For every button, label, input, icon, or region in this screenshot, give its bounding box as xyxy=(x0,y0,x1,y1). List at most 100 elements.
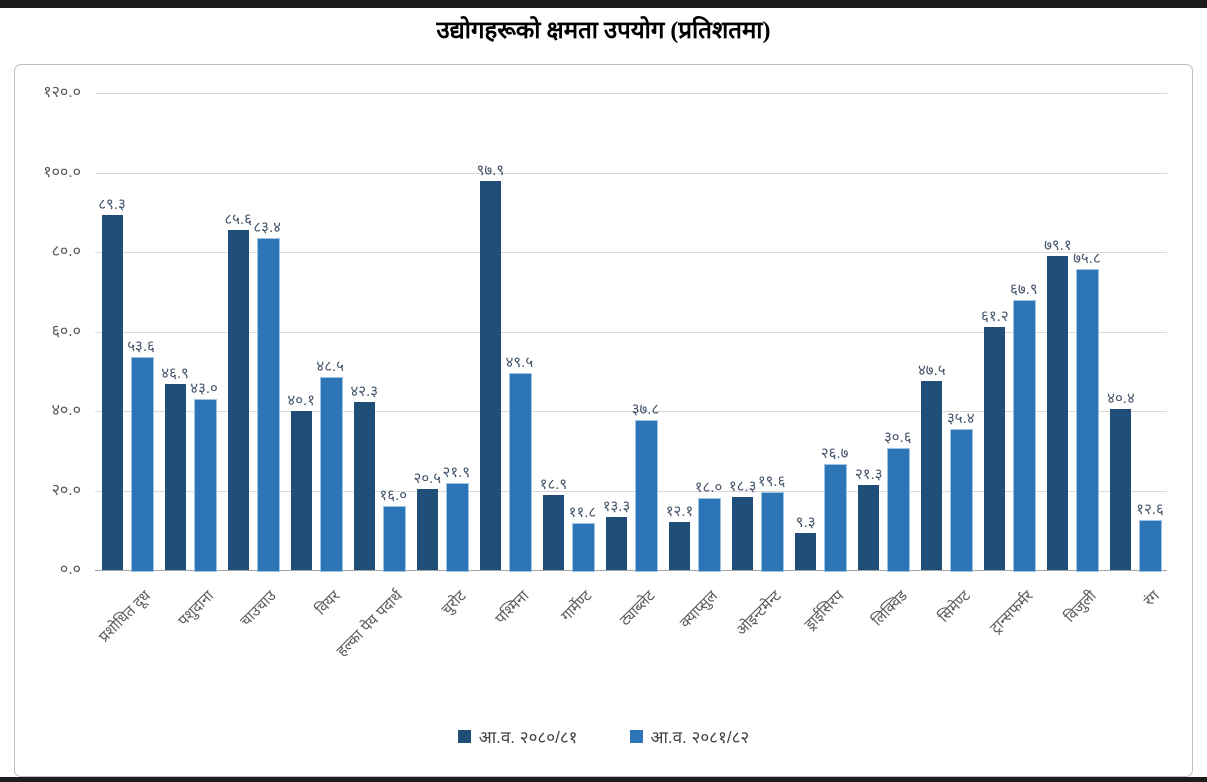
bar-value-label: ६७.९ xyxy=(1010,281,1038,299)
bar-value-label: ९.३ xyxy=(795,514,816,532)
top-bar xyxy=(0,0,1207,8)
bar-fy-2080-81 xyxy=(353,401,375,570)
bar-value-label: १८.३ xyxy=(728,478,757,496)
gridline xyxy=(95,331,1167,333)
gridline xyxy=(95,252,1167,253)
bar-value-label: ४२.३ xyxy=(350,382,379,400)
category-label: क्याप्सुल xyxy=(677,587,722,632)
bar-value-label: ४८.५ xyxy=(316,358,344,376)
bar-fy-2081-82 xyxy=(1013,300,1037,572)
bar-value-label: १९.६ xyxy=(757,473,786,491)
bar-value-label: ४३.० xyxy=(190,380,218,398)
bar-fy-2080-81 xyxy=(795,533,817,570)
bar-value-label: ४०.४ xyxy=(1107,390,1135,408)
bar-fy-2080-81 xyxy=(984,326,1006,570)
category-label: ड्राईसिरप xyxy=(801,587,848,634)
category-label: विजुली xyxy=(1061,587,1100,626)
y-axis-tick-label: १००.० xyxy=(43,163,81,181)
bar-value-label: १२.१ xyxy=(665,502,694,520)
bar-value-label: २१.९ xyxy=(442,463,471,481)
gridline xyxy=(95,490,1167,492)
bar-fy-2081-82 xyxy=(508,373,532,572)
bar-fy-2081-82 xyxy=(193,399,217,572)
bar-fy-2081-82 xyxy=(635,419,658,572)
bar-fy-2081-82 xyxy=(824,463,848,572)
y-axis-tick-label: ०.० xyxy=(59,561,81,578)
bar-fy-2081-82 xyxy=(319,377,343,572)
bar-value-label: ११.८ xyxy=(568,504,597,522)
bar-value-label: २६.७ xyxy=(820,444,849,462)
category-label: पशुदाना xyxy=(174,587,218,630)
category-label: प्रशोधित दूध xyxy=(95,587,154,646)
bottom-bar xyxy=(0,777,1207,782)
bar-value-label: ३०.६ xyxy=(883,429,912,447)
gridline xyxy=(95,93,1167,94)
y-axis-tick-label: ६०.० xyxy=(51,322,81,340)
bar-fy-2081-82 xyxy=(1076,268,1100,572)
bar-fy-2080-81 xyxy=(1047,255,1069,570)
bar-fy-2081-82 xyxy=(571,523,595,572)
bar-fy-2080-81 xyxy=(858,485,880,570)
legend-label: आ.व. २०८०/८१ xyxy=(478,728,578,747)
category-label: पश्मिना xyxy=(492,587,533,628)
bar-fy-2080-81 xyxy=(164,383,186,570)
y-axis-tick-label: ८०.० xyxy=(51,243,81,260)
bar-value-label: ४९.५ xyxy=(505,354,534,372)
bar-fy-2081-82 xyxy=(445,482,469,572)
bar-value-label: २०.५ xyxy=(413,469,442,487)
bar-fy-2081-82 xyxy=(1139,519,1163,572)
legend-label: आ.व. २०८१/८२ xyxy=(650,728,750,747)
bar-fy-2081-82 xyxy=(130,356,154,572)
bar-value-label: ८५.६ xyxy=(224,210,252,228)
category-label: ओइन्टमेन्ट xyxy=(732,587,785,640)
bar-value-label: ६१.२ xyxy=(981,307,1009,325)
bar-value-label: २१.३ xyxy=(854,466,883,484)
bar-fy-2080-81 xyxy=(732,497,754,570)
bar-value-label: ४६.९ xyxy=(161,364,189,382)
bar-fy-2080-81 xyxy=(290,410,312,570)
bar-value-label: १६.० xyxy=(379,487,408,505)
legend-swatch-light-icon xyxy=(629,730,643,743)
bar-value-label: १८.९ xyxy=(539,475,568,493)
bar-value-label: ९७.९ xyxy=(476,161,505,179)
bar-value-label: ५३.६ xyxy=(127,337,155,355)
legend-item-fy-2080-81: आ.व. २०८०/८१ xyxy=(457,725,578,748)
category-label: ट्रान्सफर्मर xyxy=(987,587,1037,637)
bar-fy-2081-82 xyxy=(256,238,280,572)
bar-value-label: १३.३ xyxy=(602,498,631,516)
bar-fy-2080-81 xyxy=(921,381,943,570)
bar-value-label: ७५.८ xyxy=(1073,249,1101,267)
bar-fy-2080-81 xyxy=(1110,409,1132,570)
bar-fy-2080-81 xyxy=(542,494,564,570)
category-label: ट्याब्लेट xyxy=(616,587,659,630)
category-label: सिमेण्ट xyxy=(935,587,974,626)
bar-fy-2080-81 xyxy=(416,488,438,570)
legend-item-fy-2081-82: आ.व. २०८१/८२ xyxy=(629,725,750,748)
bar-value-label: १२.६ xyxy=(1136,500,1164,518)
chart-title: उद्योगहरूको क्षमता उपयोग (प्रतिशतमा) xyxy=(436,18,771,44)
gridline xyxy=(95,570,1167,571)
category-label: चाउचाउ xyxy=(237,587,281,631)
legend: आ.व. २०८०/८१ आ.व. २०८१/८२ xyxy=(15,725,1192,748)
gridline xyxy=(95,172,1167,174)
bar-fy-2080-81 xyxy=(479,180,501,570)
bar-fy-2081-82 xyxy=(382,506,406,572)
bar-fy-2080-81 xyxy=(606,517,627,570)
y-axis-tick-label: ४०.० xyxy=(51,402,81,419)
category-label: चुरोट xyxy=(438,587,470,619)
bar-value-label: ८३.४ xyxy=(253,219,281,237)
bar-fy-2080-81 xyxy=(101,215,123,570)
bar-value-label: ७९.१ xyxy=(1044,236,1072,254)
y-axis-tick-label: १२०.० xyxy=(43,84,81,101)
gridline xyxy=(95,411,1167,412)
bar-fy-2080-81 xyxy=(669,521,691,570)
category-label: वियर xyxy=(311,587,344,619)
chart-area: ०.० २०.० ४०.० ६०.० ८०.० १००.० १२०.० ८९.३ ५३.६ प्र… xyxy=(14,64,1193,777)
bar-value-label: ३५.४ xyxy=(946,410,975,428)
bar-value-label: १८.० xyxy=(694,479,723,497)
bar-fy-2080-81 xyxy=(227,229,249,570)
category-label: रंग xyxy=(1140,587,1163,610)
bar-fy-2081-82 xyxy=(887,448,911,572)
bar-fy-2081-82 xyxy=(950,429,974,572)
bar-value-label: ३७.८ xyxy=(631,400,660,418)
